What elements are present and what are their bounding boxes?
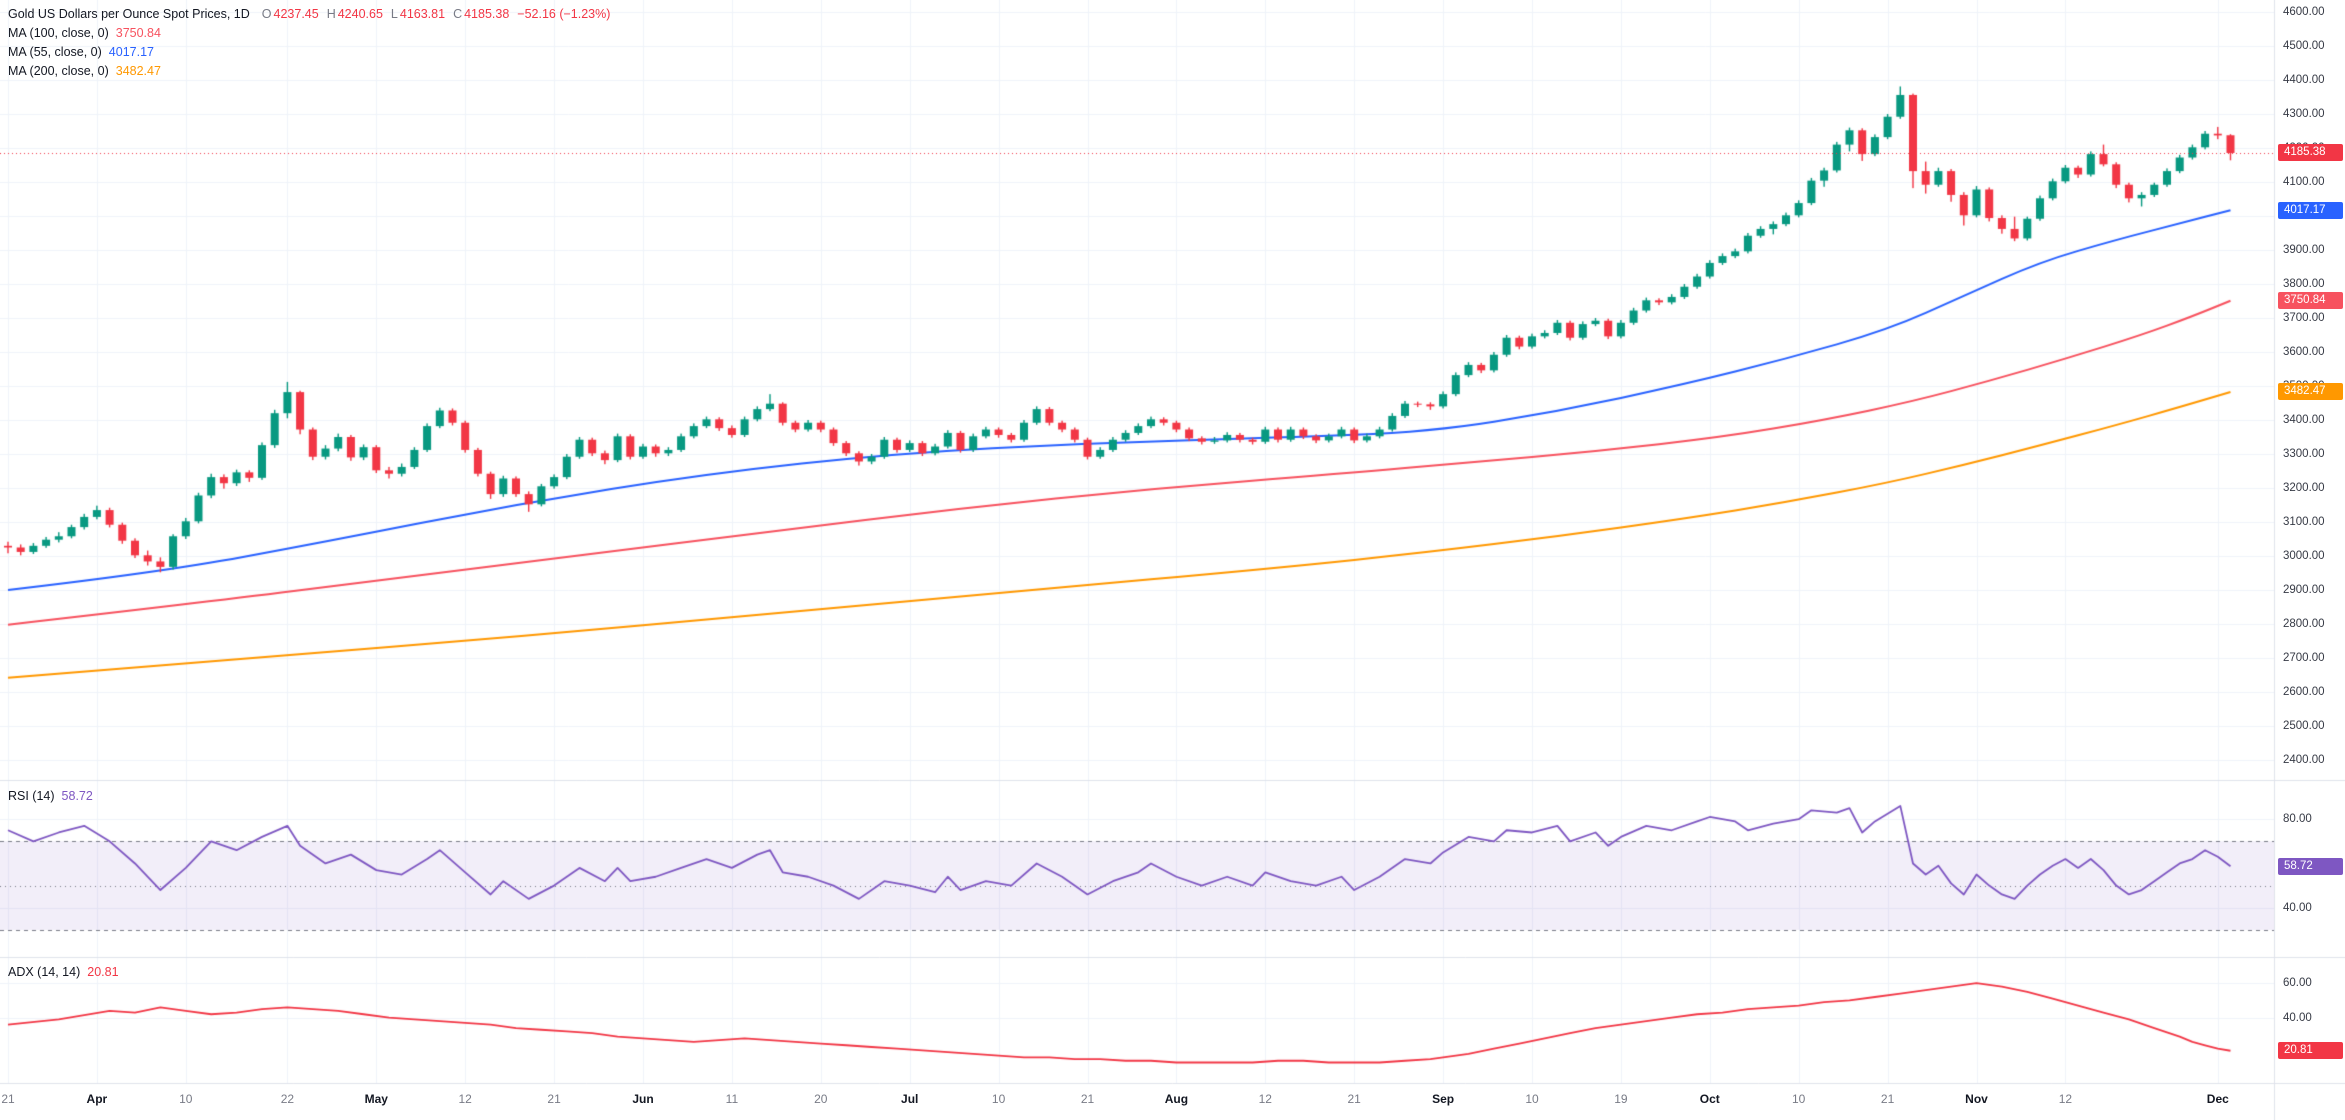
time-axis[interactable]: 21 Apr 10 22 May 12 21 Jun 11 20 Jul 10 21 Aug 12 21 Sep… — [0, 1084, 2345, 1120]
scale-tick-label: 40.00 — [2283, 1011, 2312, 1024]
time-axis-day-label: 12 — [1258, 1092, 1272, 1106]
ma55-value: 4017.17 — [108, 44, 154, 59]
time-axis-month-label: Oct — [1699, 1092, 1720, 1106]
adx-value: 20.81 — [87, 964, 119, 979]
time-axis-day-label: 12 — [2058, 1092, 2073, 1106]
scale-price-badge: 20.81 — [2278, 1042, 2343, 1060]
ma55-label: MA (55, close, 0) — [8, 44, 102, 59]
scale-tick-label: 2600.00 — [2283, 686, 2325, 698]
time-axis-day-label: 10 — [179, 1092, 193, 1106]
time-axis-day-label: 21 — [1880, 1092, 1895, 1106]
time-axis-day-label: 11 — [725, 1092, 739, 1106]
open-value: 4237.45 — [273, 6, 319, 21]
time-axis-month-label: Jul — [901, 1092, 919, 1106]
scale-tick-label: 3400.00 — [2283, 414, 2325, 426]
time-axis-day-label: 21 — [1, 1092, 15, 1106]
scale-tick-label: 4600.00 — [2283, 6, 2325, 18]
scale-tick-label: 80.00 — [2283, 813, 2312, 826]
ma100-value: 3750.84 — [115, 25, 161, 40]
rsi-pane-legend[interactable]: RSI (14) 58.72 — [8, 786, 93, 805]
ma100-legend-row[interactable]: MA (100, close, 0) 3750.84 — [8, 23, 610, 42]
high-label: H — [326, 6, 336, 21]
time-axis-day-label: 21 — [547, 1092, 561, 1106]
time-axis-month-label: Dec — [2206, 1092, 2229, 1106]
scale-price-badge: 3750.84 — [2278, 292, 2343, 310]
high-value: 4240.65 — [337, 6, 383, 21]
symbol-legend-row[interactable]: Gold US Dollars per Ounce Spot Prices, 1… — [8, 4, 610, 23]
time-axis-month-label: May — [364, 1092, 388, 1106]
time-axis-day-label: 21 — [1080, 1092, 1095, 1106]
time-axis-day-label: 22 — [280, 1092, 295, 1106]
scale-tick-label: 3900.00 — [2283, 244, 2325, 256]
time-axis-day-label: 20 — [814, 1092, 828, 1106]
time-axis-day-label: 10 — [991, 1092, 1006, 1106]
scale-tick-label: 3300.00 — [2283, 448, 2325, 460]
scale-tick-label: 60.00 — [2283, 977, 2312, 990]
scale-tick-label: 2400.00 — [2283, 754, 2325, 766]
rsi-label: RSI (14) — [8, 788, 55, 803]
symbol-title[interactable]: Gold US Dollars per Ounce Spot Prices, 1… — [8, 6, 250, 21]
scale-price-badge: 4017.17 — [2278, 201, 2343, 219]
time-axis-month-label: Sep — [1432, 1092, 1455, 1106]
adx-label: ADX (14, 14) — [8, 964, 81, 979]
open-label: O — [261, 6, 272, 21]
time-axis-day-label: 12 — [458, 1092, 472, 1106]
time-axis-month-label: Nov — [1965, 1092, 1988, 1106]
time-axis-day-label: 21 — [1347, 1092, 1361, 1106]
scale-tick-label: 3000.00 — [2283, 550, 2325, 562]
ma200-value: 3482.47 — [115, 63, 161, 78]
time-axis-day-label: 10 — [1525, 1092, 1539, 1106]
ma55-legend-row[interactable]: MA (55, close, 0) 4017.17 — [8, 42, 610, 61]
ma200-legend-row[interactable]: MA (200, close, 0) 3482.47 — [8, 61, 610, 80]
scale-tick-label: 2800.00 — [2283, 618, 2325, 630]
close-label: C — [453, 6, 463, 21]
low-value: 4163.81 — [399, 6, 446, 21]
scale-tick-label: 4300.00 — [2283, 108, 2325, 120]
close-value: 4185.38 — [464, 6, 510, 21]
scale-price-badge: 58.72 — [2278, 857, 2343, 875]
scale-tick-label: 4100.00 — [2283, 176, 2325, 188]
scale-tick-label: 3800.00 — [2283, 278, 2325, 290]
scale-tick-label: 2900.00 — [2283, 584, 2325, 596]
scale-price-badge: 3482.47 — [2278, 383, 2343, 401]
ma100-label: MA (100, close, 0) — [8, 25, 109, 40]
time-axis-month-label: Jun — [632, 1092, 654, 1106]
rsi-value: 58.72 — [61, 788, 93, 803]
time-axis-day-label: 10 — [1792, 1092, 1806, 1106]
scale-tick-label: 2500.00 — [2283, 720, 2325, 732]
scale-tick-label: 3200.00 — [2283, 482, 2325, 494]
scale-tick-label: 4500.00 — [2283, 40, 2325, 52]
scale-tick-label: 40.00 — [2283, 901, 2312, 914]
low-label: L — [390, 6, 398, 21]
adx-pane-legend[interactable]: ADX (14, 14) 20.81 — [8, 962, 119, 981]
scale-tick-label: 3100.00 — [2283, 516, 2325, 528]
scale-tick-label: 2700.00 — [2283, 652, 2325, 664]
ma200-label: MA (200, close, 0) — [8, 63, 109, 78]
scale-price-badge: 4185.38 — [2278, 144, 2343, 162]
time-axis-month-label: Apr — [86, 1092, 108, 1106]
change-value: −52.16 (−1.23%) — [517, 6, 611, 21]
price-scale[interactable]: 4600.004500.004400.004300.004200.004100.… — [2276, 0, 2345, 1083]
scale-tick-label: 3700.00 — [2283, 312, 2325, 324]
main-pane-legend: Gold US Dollars per Ounce Spot Prices, 1… — [8, 4, 610, 80]
scale-tick-label: 4400.00 — [2283, 74, 2325, 86]
time-axis-day-label: 19 — [1614, 1092, 1628, 1106]
scale-tick-label: 3600.00 — [2283, 346, 2325, 358]
time-axis-month-label: Aug — [1164, 1092, 1189, 1106]
